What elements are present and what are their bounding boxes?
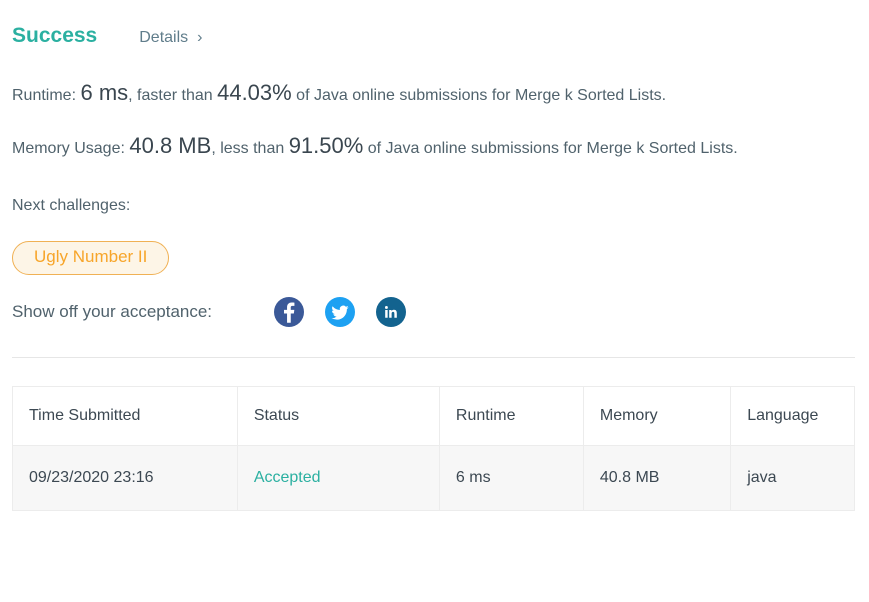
cell-time-submitted: 09/23/2020 23:16: [12, 445, 238, 512]
cell-memory: 40.8 MB: [582, 445, 732, 512]
runtime-line: Runtime: 6 ms, faster than 44.03% of Jav…: [12, 82, 832, 109]
facebook-icon: [274, 297, 305, 328]
details-link[interactable]: Details ›: [139, 29, 202, 47]
runtime-suffix: of Java online submissions for Merge k S…: [291, 87, 667, 104]
submissions-table: Time Submitted Status Runtime Memory Lan…: [12, 386, 855, 512]
memory-suffix: of Java online submissions for Merge k S…: [363, 139, 738, 157]
twitter-share-button[interactable]: [325, 297, 356, 328]
column-header-runtime: Runtime: [438, 386, 584, 447]
table-row: 09/23/2020 23:16 Accepted 6 ms 40.8 MB j…: [12, 445, 855, 512]
column-header-language: Language: [730, 386, 855, 447]
cell-runtime: 6 ms: [438, 445, 584, 512]
column-header-status: Status: [236, 386, 440, 447]
success-title: Success: [12, 24, 98, 47]
runtime-connector: , faster than: [128, 87, 218, 104]
runtime-label: Runtime:: [12, 87, 81, 104]
twitter-icon: [325, 297, 356, 328]
runtime-percentile: 44.03%: [217, 80, 292, 105]
challenge-pill-ugly-number-ii[interactable]: Ugly Number II: [12, 241, 170, 276]
table-header-row: Time Submitted Status Runtime Memory Lan…: [12, 386, 855, 447]
share-label: Show off your acceptance:: [12, 302, 213, 322]
status-accepted-link[interactable]: Accepted: [253, 469, 321, 487]
runtime-value: 6 ms: [80, 80, 129, 105]
cell-language: java: [730, 445, 855, 512]
next-challenges-label: Next challenges:: [12, 197, 131, 215]
memory-connector: , less than: [211, 139, 289, 157]
linkedin-icon: [376, 297, 407, 328]
column-header-memory: Memory: [582, 386, 732, 447]
linkedin-share-button[interactable]: [376, 297, 407, 328]
next-challenges-list: Ugly Number II: [12, 241, 855, 276]
details-link-label: Details: [139, 29, 189, 46]
column-header-time-submitted: Time Submitted: [12, 386, 238, 447]
memory-label: Memory Usage:: [12, 139, 130, 157]
chevron-right-icon: ›: [197, 29, 203, 46]
memory-percentile: 91.50%: [288, 132, 364, 158]
facebook-share-button[interactable]: [274, 297, 305, 328]
memory-value: 40.8 MB: [129, 132, 212, 158]
memory-line: Memory Usage: 40.8 MB, less than 91.50% …: [12, 132, 832, 162]
section-divider: [12, 357, 855, 359]
share-row: Show off your acceptance:: [12, 297, 855, 328]
cell-status: Accepted: [236, 445, 440, 512]
result-header: Success Details ›: [12, 24, 855, 48]
share-icons: [274, 297, 427, 328]
